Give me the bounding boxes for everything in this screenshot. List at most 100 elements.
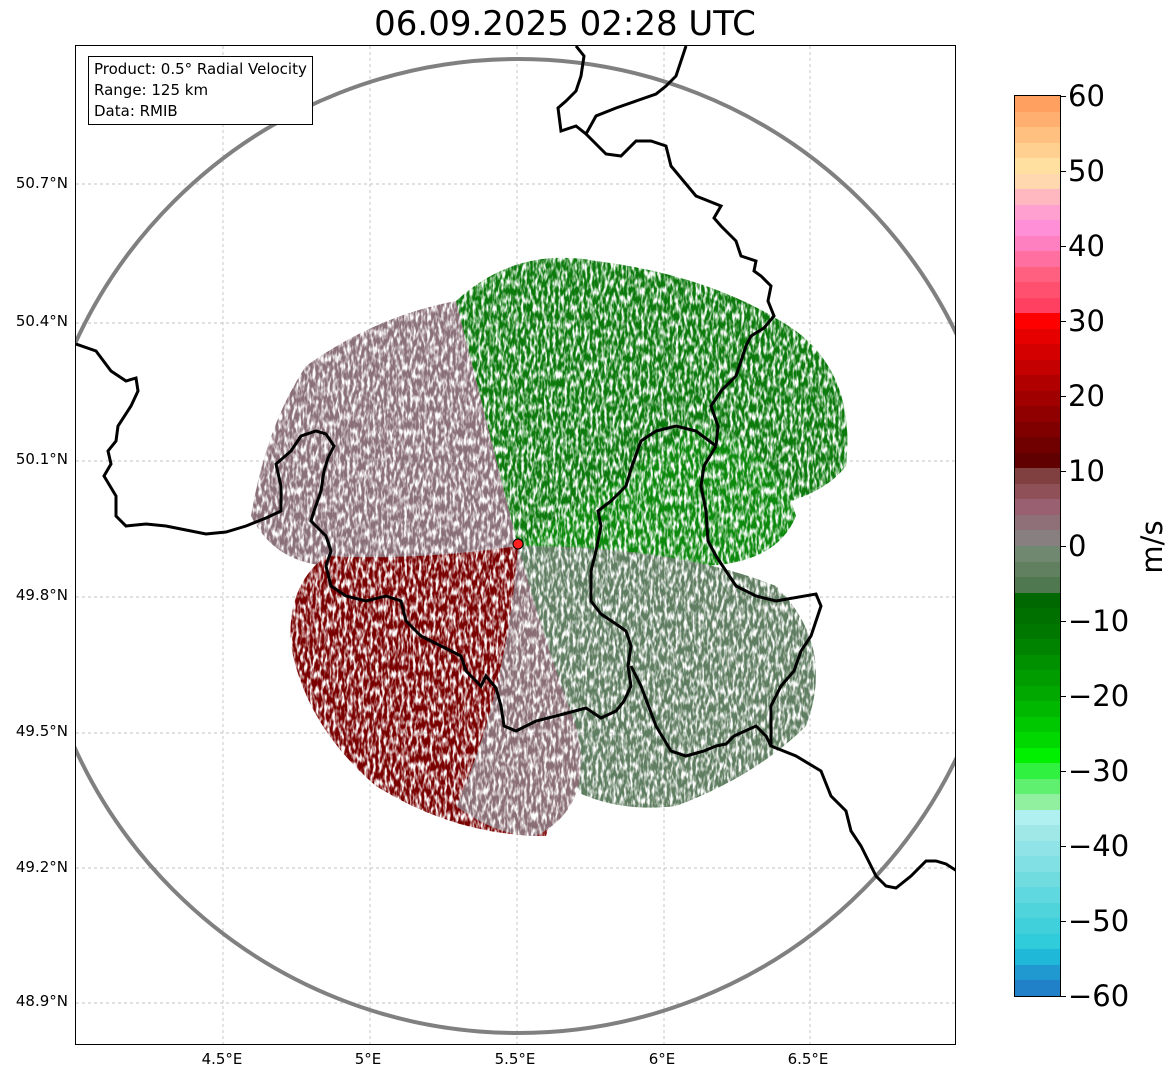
colorbar-tick [1060,321,1066,322]
colorbar-segment [1015,980,1060,996]
colorbar-segment [1015,297,1060,315]
colorbar-segment [1015,359,1060,377]
colorbar-tick [1060,771,1066,772]
colorbar-tick [1060,621,1066,622]
colorbar-tick-label: 10 [1068,454,1105,488]
colorbar-segment [1015,701,1060,718]
colorbar-segment [1015,204,1060,222]
radar-map[interactable] [75,45,956,1045]
colorbar-tick-label: −30 [1068,754,1130,788]
colorbar-segment [1015,437,1060,454]
colorbar-segment [1015,561,1060,579]
colorbar-tick [1060,996,1066,997]
colorbar-segment [1015,887,1060,904]
colorbar-segment [1015,514,1060,532]
colorbar-segment [1015,639,1060,656]
colorbar-segment [1015,794,1060,811]
colorbar-tick-label: −40 [1068,829,1130,863]
lat-label-49.5: 49.5°N [15,722,68,740]
colorbar-segment [1015,546,1060,563]
colorbar-segment [1015,871,1060,889]
colorbar-segment [1015,933,1060,951]
colorbar-tick [1060,696,1066,697]
colorbar-segment [1015,685,1060,703]
colorbar-segment [1015,918,1060,935]
radar-site-marker[interactable] [512,538,524,550]
colorbar-segment [1015,732,1060,749]
colorbar-segment [1015,127,1060,144]
colorbar-segment [1015,328,1060,346]
colorbar-segment [1015,96,1060,113]
colorbar-segment [1015,592,1060,610]
lon-label-5: 5°E [354,1050,382,1068]
colorbar-segment [1015,189,1060,206]
colorbar-segment [1015,266,1060,284]
colorbar-tick-label: 0 [1068,529,1087,563]
country-borders [76,46,955,890]
colorbar-tick-label: 20 [1068,379,1105,413]
colorbar-segment [1015,856,1060,873]
colorbar-segment [1015,220,1060,237]
lon-label-6: 6°E [648,1050,676,1068]
colorbar-segment [1015,468,1060,485]
colorbar-segment [1015,282,1060,299]
colorbar-tick-label: −50 [1068,904,1130,938]
colorbar-segment [1015,173,1060,191]
colorbar-segment [1015,809,1060,827]
colorbar-segment [1015,577,1060,594]
colorbar-tick-label: −10 [1068,604,1130,638]
colorbar-segment [1015,406,1060,423]
lon-label-6.5: 6.5°E [787,1050,829,1068]
lat-label-49.2: 49.2°N [15,858,68,876]
colorbar-tick-label: −20 [1068,679,1130,713]
lat-label-50.7: 50.7°N [15,174,68,192]
colorbar-tick-label: 50 [1068,154,1105,188]
colorbar-segment [1015,142,1060,160]
colorbar-segment [1015,654,1060,672]
lat-label-50.1: 50.1°N [15,450,68,468]
colorbar-tick [1060,846,1066,847]
colorbar-segment [1015,251,1060,268]
colorbar-tick [1060,396,1066,397]
colorbar-segment [1015,949,1060,966]
colorbar-tick-label: 60 [1068,79,1105,113]
colorbar-segment [1015,452,1060,470]
range-label: Range: 125 km [94,81,209,99]
colorbar-segment [1015,763,1060,780]
colorbar-segment [1015,670,1060,687]
lat-label-48.9: 48.9°N [15,992,68,1010]
product-info-box: Product: 0.5° Radial Velocity Range: 125… [88,56,313,125]
lon-label-5.5: 5.5°E [494,1050,536,1068]
radar-map-canvas [76,46,955,1044]
lat-label-49.8: 49.8°N [15,586,68,604]
colorbar-segment [1015,902,1060,920]
colorbar-tick [1060,96,1066,97]
colorbar-tick [1060,171,1066,172]
colorbar-segment [1015,313,1060,330]
colorbar-tick-label: 30 [1068,304,1105,338]
data-source-label: Data: RMIB [94,102,178,120]
colorbar-tick [1060,921,1066,922]
colorbar-segment [1015,344,1060,361]
colorbar-segment [1015,111,1060,129]
velocity-colorbar [1014,95,1061,997]
lon-label-4.5: 4.5°E [201,1050,243,1068]
map-title: 06.09.2025 02:28 UTC [374,4,756,44]
colorbar-segment [1015,499,1060,516]
colorbar-segment [1015,530,1060,547]
colorbar-segment [1015,623,1060,641]
range-ring [76,57,955,1035]
colorbar-segment [1015,964,1060,982]
colorbar-tick-label: 40 [1068,229,1105,263]
colorbar-segment [1015,747,1060,765]
colorbar-segment [1015,716,1060,734]
product-label: Product: 0.5° Radial Velocity [94,60,307,78]
colorbar-segment [1015,608,1060,625]
lat-label-50.4: 50.4°N [15,312,68,330]
colorbar-segment [1015,375,1060,392]
colorbar-unit-label: m/s [1135,520,1169,574]
colorbar-segment [1015,840,1060,858]
colorbar-segment [1015,421,1060,439]
colorbar-segment [1015,778,1060,796]
colorbar-segment [1015,390,1060,408]
